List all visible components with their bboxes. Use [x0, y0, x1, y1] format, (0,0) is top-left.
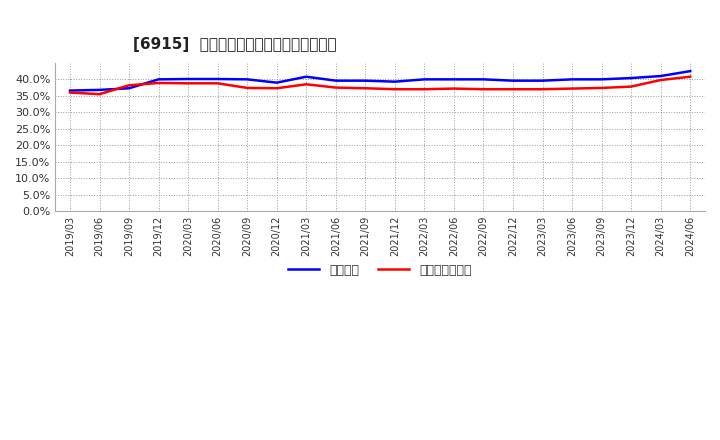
固定比率 [480, 77, 488, 82]
固定比率 [627, 75, 636, 81]
固定長期適合率 [509, 87, 518, 92]
固定比率 [568, 77, 577, 82]
固定長期適合率 [331, 85, 340, 90]
固定長期適合率 [125, 83, 133, 88]
Line: 固定長期適合率: 固定長期適合率 [70, 77, 690, 94]
固定長期適合率 [568, 86, 577, 91]
固定長期適合率 [361, 86, 369, 91]
固定比率 [272, 80, 281, 85]
固定長期適合率 [272, 86, 281, 91]
固定比率 [509, 78, 518, 83]
固定長期適合率 [627, 84, 636, 89]
固定比率 [449, 77, 458, 82]
固定比率 [125, 86, 133, 91]
固定長期適合率 [302, 82, 310, 87]
固定比率 [598, 77, 606, 82]
固定長期適合率 [657, 77, 665, 83]
固定比率 [657, 73, 665, 79]
固定比率 [420, 77, 428, 82]
固定比率 [184, 77, 192, 82]
固定長期適合率 [480, 87, 488, 92]
Legend: 固定比率, 固定長期適合率: 固定比率, 固定長期適合率 [283, 259, 477, 282]
Text: [6915]  固定比率、固定長期適合率の推移: [6915] 固定比率、固定長期適合率の推移 [133, 37, 337, 52]
固定比率 [66, 88, 74, 93]
固定比率 [539, 78, 547, 83]
固定比率 [154, 77, 163, 82]
固定比率 [213, 77, 222, 82]
固定比率 [302, 74, 310, 79]
固定長期適合率 [184, 81, 192, 86]
固定比率 [331, 78, 340, 83]
固定長期適合率 [243, 85, 251, 91]
Line: 固定比率: 固定比率 [70, 71, 690, 91]
固定比率 [361, 78, 369, 83]
固定長期適合率 [390, 87, 399, 92]
固定長期適合率 [686, 74, 695, 79]
固定比率 [390, 79, 399, 84]
固定長期適合率 [449, 86, 458, 91]
固定長期適合率 [66, 90, 74, 95]
固定比率 [95, 87, 104, 92]
固定長期適合率 [95, 92, 104, 97]
固定長期適合率 [598, 85, 606, 91]
固定長期適合率 [213, 81, 222, 86]
固定比率 [686, 69, 695, 74]
固定長期適合率 [539, 87, 547, 92]
固定長期適合率 [420, 87, 428, 92]
固定長期適合率 [154, 81, 163, 86]
固定比率 [243, 77, 251, 82]
